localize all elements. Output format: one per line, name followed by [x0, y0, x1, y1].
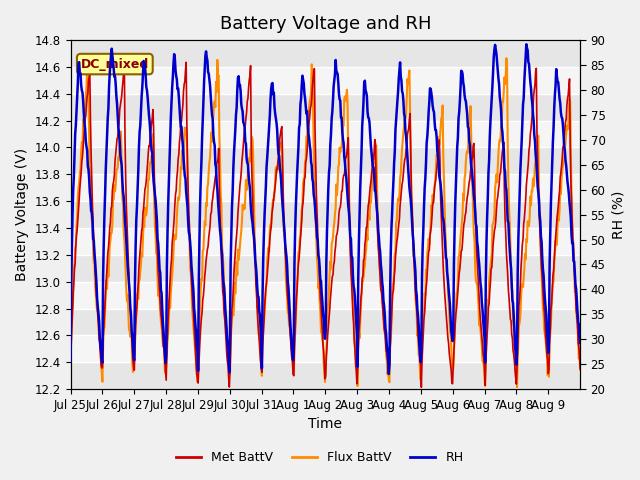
- Bar: [70, 309, 580, 336]
- Bar: [70, 94, 580, 120]
- Legend: Met BattV, Flux BattV, RH: Met BattV, Flux BattV, RH: [172, 446, 468, 469]
- Y-axis label: Battery Voltage (V): Battery Voltage (V): [15, 148, 29, 281]
- Bar: [70, 362, 580, 389]
- X-axis label: Time: Time: [308, 418, 342, 432]
- Bar: [70, 201, 580, 228]
- Title: Battery Voltage and RH: Battery Voltage and RH: [220, 15, 431, 33]
- Bar: [70, 147, 580, 174]
- Bar: [70, 40, 580, 67]
- Text: DC_mixed: DC_mixed: [81, 58, 149, 71]
- Y-axis label: RH (%): RH (%): [611, 191, 625, 239]
- Bar: [70, 255, 580, 282]
